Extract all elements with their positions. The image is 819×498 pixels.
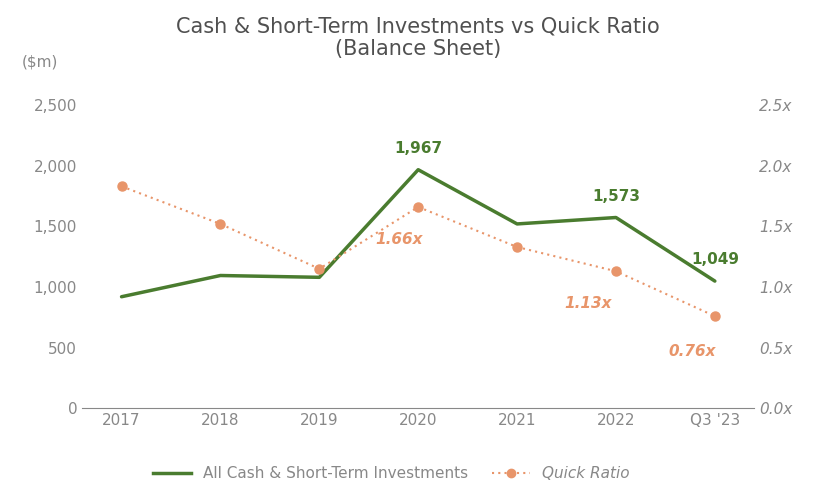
Text: 1.66x: 1.66x (374, 232, 422, 247)
Text: 1.13x: 1.13x (563, 296, 611, 311)
Legend: All Cash & Short-Term Investments, Quick Ratio: All Cash & Short-Term Investments, Quick… (147, 460, 635, 488)
Text: 1,967: 1,967 (394, 141, 441, 156)
Text: 0.76x: 0.76x (668, 344, 716, 359)
Text: 1,573: 1,573 (591, 189, 639, 204)
Text: 1,049: 1,049 (690, 252, 738, 267)
Title: Cash & Short-Term Investments vs Quick Ratio
(Balance Sheet): Cash & Short-Term Investments vs Quick R… (176, 16, 659, 59)
Text: ($m): ($m) (21, 55, 58, 70)
